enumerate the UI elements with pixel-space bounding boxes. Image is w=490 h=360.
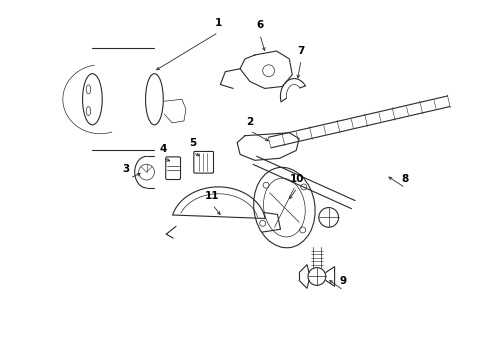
Text: 8: 8 (402, 174, 409, 184)
Text: 9: 9 (340, 276, 347, 286)
Text: 4: 4 (160, 144, 167, 154)
Text: 11: 11 (205, 191, 220, 201)
Text: 1: 1 (215, 18, 222, 28)
Text: 3: 3 (122, 164, 130, 174)
Text: 5: 5 (189, 139, 196, 148)
Text: 6: 6 (256, 21, 264, 30)
Text: 7: 7 (297, 46, 305, 56)
Text: 2: 2 (246, 117, 253, 127)
Text: 10: 10 (290, 174, 304, 184)
